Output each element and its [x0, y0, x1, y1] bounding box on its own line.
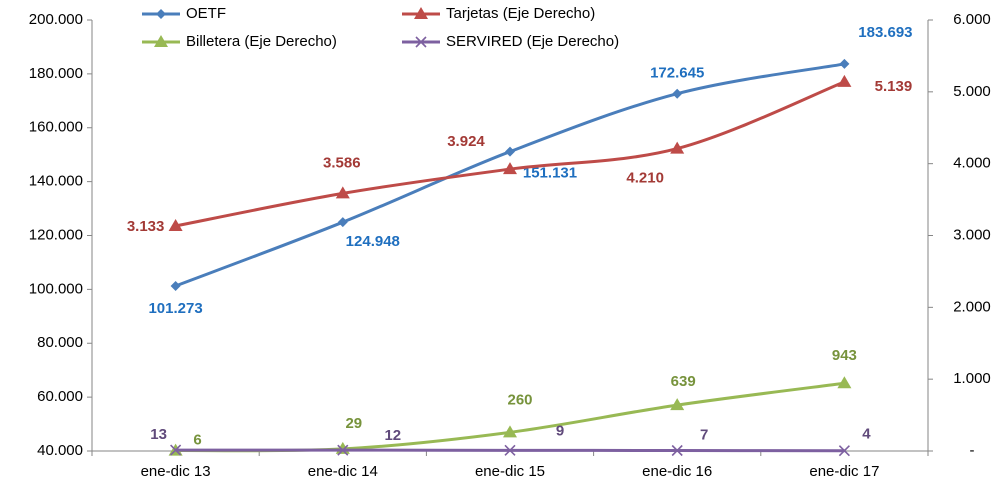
y-tick-label: 200.000: [29, 11, 83, 28]
value-label: 4.210: [626, 170, 664, 187]
x-tick-label: ene-dic 16: [642, 463, 712, 480]
x-tick-label: ene-dic 15: [475, 463, 545, 480]
value-label: 13: [150, 426, 167, 443]
value-label: 29: [345, 415, 362, 432]
value-label: 183.693: [858, 24, 912, 41]
legend-label: SERVIRED (Eje Derecho): [446, 33, 619, 50]
series-line: [175, 62, 845, 288]
point: [505, 146, 515, 157]
legend-label: Tarjetas (Eje Derecho): [446, 5, 595, 22]
legend-marker: [154, 35, 168, 47]
point: [337, 444, 349, 456]
point: [170, 444, 182, 456]
y-tick-label: 180.000: [29, 65, 83, 82]
point: [503, 425, 517, 438]
y2-tick-label: 4.000: [953, 155, 991, 172]
value-label: 7: [700, 426, 708, 443]
x-tick-label: ene-dic 13: [141, 463, 211, 480]
legend-marker: [156, 9, 166, 19]
value-label: 151.131: [523, 165, 577, 182]
legend-label: OETF: [186, 5, 226, 22]
point: [670, 398, 685, 411]
point: [337, 217, 348, 228]
y2-tick-label: -: [970, 442, 975, 459]
point: [504, 444, 516, 456]
value-label: 4: [862, 426, 871, 443]
y2-tick-label: 2.000: [953, 298, 991, 315]
x-tick-label: ene-dic 17: [809, 463, 879, 480]
y2-tick-label: 1.000: [953, 370, 991, 387]
point: [839, 58, 850, 69]
value-label: 6: [193, 432, 201, 449]
y-tick-label: 60.000: [37, 388, 83, 405]
value-label: 124.948: [346, 233, 400, 250]
y-tick-label: 160.000: [29, 119, 83, 136]
y2-tick-label: 6.000: [953, 11, 991, 28]
y2-tick-label: 3.000: [953, 226, 991, 243]
y-tick-label: 140.000: [29, 173, 83, 190]
value-label: 260: [507, 391, 532, 408]
point: [837, 376, 852, 389]
legend-marker: [414, 7, 428, 19]
value-label: 5.139: [875, 78, 913, 95]
y-tick-label: 120.000: [29, 226, 83, 243]
point: [503, 162, 517, 175]
point: [168, 218, 183, 231]
point: [671, 444, 683, 457]
value-label: 3.586: [323, 154, 361, 171]
value-label: 9: [556, 422, 564, 439]
point: [170, 280, 181, 291]
point: [838, 445, 850, 457]
point: [672, 88, 683, 99]
value-label: 172.645: [650, 65, 704, 82]
value-label: 12: [384, 427, 401, 444]
value-label: 3.924: [447, 133, 485, 150]
y-tick-label: 80.000: [37, 334, 83, 351]
y-tick-label: 40.000: [37, 442, 83, 459]
x-tick-label: ene-dic 14: [308, 463, 378, 480]
y2-tick-label: 5.000: [953, 83, 991, 100]
value-label: 943: [832, 347, 857, 364]
y-tick-label: 100.000: [29, 280, 83, 297]
point: [670, 141, 685, 154]
point: [335, 186, 350, 199]
legend-label: Billetera (Eje Derecho): [186, 33, 337, 50]
value-label: 3.133: [127, 218, 165, 235]
value-label: 639: [671, 373, 696, 390]
point: [837, 74, 852, 87]
value-label: 101.273: [148, 300, 202, 317]
legend-marker: [415, 36, 427, 48]
